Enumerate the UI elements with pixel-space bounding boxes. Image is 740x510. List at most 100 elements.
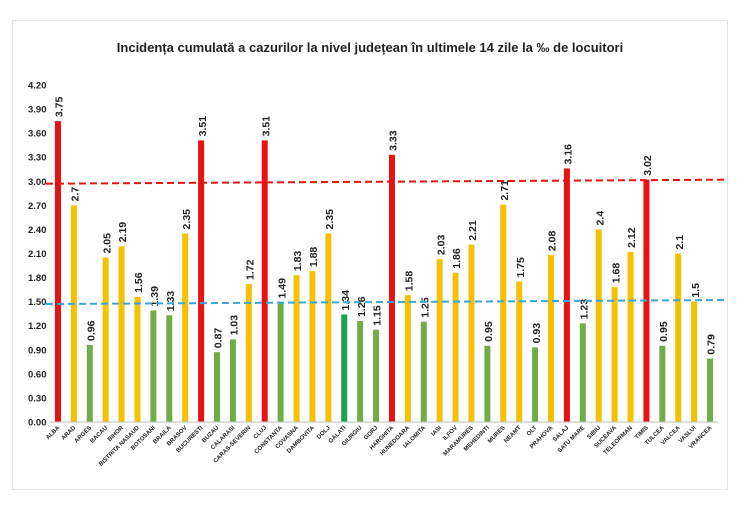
bar [229, 339, 236, 422]
bar-value-label: 3.51 [260, 116, 272, 137]
bar [341, 314, 348, 422]
bar-value-label: 1.15 [372, 305, 384, 326]
threshold-line-blue [45, 299, 725, 306]
bar-value-label: 0.79 [706, 334, 718, 355]
bar-value-label: 3.75 [54, 97, 66, 118]
y-tick-label: 4.20 [28, 81, 47, 92]
y-axis: 0.00 0.30 0.60 0.90 1.20 1.50 1.80 2.10 2.40 2.70… [28, 81, 47, 429]
bar [388, 154, 395, 423]
bar-value-label: 1.88 [308, 247, 320, 268]
y-tick-label: 1.80 [28, 273, 47, 284]
bar [516, 281, 523, 422]
bar-value-label: 1.56 [133, 272, 145, 293]
bar-value-label: 0.95 [483, 321, 495, 342]
bar [563, 168, 570, 422]
bar-value-label: 1.23 [578, 299, 590, 320]
bar [484, 345, 491, 422]
bar [182, 233, 189, 422]
bar-value-label: 1.33 [165, 291, 177, 312]
bar-value-label: 2.19 [117, 222, 129, 243]
bar [54, 121, 61, 422]
y-tick-label: 1.50 [28, 297, 47, 308]
bar-value-label: 1.26 [356, 296, 368, 317]
x-tick-label: ALBA [45, 425, 61, 441]
bar-value-label: 3.02 [642, 155, 654, 176]
bar-value-label: 0.95 [658, 321, 670, 342]
bar [436, 259, 443, 422]
bar [595, 229, 602, 422]
threshold-lines [45, 178, 725, 306]
bar [627, 251, 634, 422]
bar [357, 320, 364, 422]
bar-value-label: 2.71 [499, 180, 511, 201]
bar-value-label: 2.35 [324, 209, 336, 230]
bar-value-label: 3.33 [388, 130, 400, 151]
bar-value-label: 1.39 [149, 286, 161, 307]
bar [102, 257, 109, 422]
bar-value-label: 1.25 [419, 297, 431, 318]
bar [691, 301, 698, 422]
x-tick-label: TELEORMAN [603, 425, 634, 456]
bar-value-label: 1.75 [515, 257, 527, 278]
bar [150, 310, 157, 422]
threshold-line-red [45, 178, 725, 185]
bar [420, 321, 427, 422]
x-tick-label: NEAMT [503, 425, 523, 445]
bar [70, 205, 77, 422]
bar [198, 140, 205, 422]
bar [118, 246, 125, 422]
bar-value-label: 0.87 [213, 328, 225, 349]
bar [166, 315, 173, 422]
bar-value-label: 2.7 [70, 187, 82, 202]
y-tick-label: 1.20 [28, 321, 47, 332]
bar-value-label: 2.21 [467, 220, 479, 241]
bar-value-label: 2.08 [547, 231, 559, 252]
bar-value-label: 1.72 [244, 259, 256, 280]
y-tick-label: 0.00 [28, 418, 47, 429]
bar-value-label: 0.93 [531, 323, 543, 344]
bar-value-label: 1.83 [292, 251, 304, 272]
y-tick-label: 3.30 [28, 153, 47, 164]
bar [611, 287, 618, 422]
bar-value-label: 2.35 [181, 209, 193, 230]
bar-value-label: 2.05 [101, 233, 113, 254]
bar [659, 345, 666, 422]
bar [548, 255, 554, 422]
bar-value-label: 1.49 [276, 278, 288, 299]
chart-frame [12, 20, 728, 490]
bar [532, 347, 539, 422]
bar [404, 295, 411, 422]
x-tick-label: IASI [431, 425, 444, 438]
bar [309, 271, 316, 422]
bar [452, 272, 459, 422]
y-tick-label: 0.30 [28, 393, 47, 404]
bar [134, 296, 141, 422]
y-tick-label: 3.90 [28, 105, 47, 116]
bar-value-label: 2.03 [435, 235, 447, 256]
bar [214, 352, 220, 422]
bar [277, 302, 284, 422]
bar-value-label: 1.03 [229, 315, 241, 336]
bar-value-label: 0.96 [85, 320, 97, 341]
x-tick-label: BACAU [90, 425, 110, 445]
bar-value-label: 2.4 [594, 211, 606, 226]
x-tick-label: OLT [526, 425, 539, 438]
bars-group: 3.75 2.7 0.96 2.05 2.19 1.56 1.39 1.33 2.35 3.51 0… [54, 97, 718, 423]
bar-value-label: 1.86 [451, 248, 463, 269]
bar [500, 204, 507, 422]
bar-value-label: 1.68 [610, 263, 622, 284]
bar-value-label: 1.34 [340, 290, 352, 311]
bar [261, 140, 268, 422]
y-tick-label: 2.40 [28, 225, 47, 236]
bar [707, 358, 714, 422]
y-tick-label: 3.00 [28, 177, 47, 188]
bar [245, 283, 252, 422]
bar [579, 323, 586, 422]
bar [325, 233, 332, 422]
chart-title: Incidența cumulată a cazurilor la nivel … [117, 40, 623, 55]
bar [468, 244, 475, 422]
bar-value-label: 3.16 [563, 144, 575, 165]
y-tick-label: 2.10 [28, 249, 47, 260]
